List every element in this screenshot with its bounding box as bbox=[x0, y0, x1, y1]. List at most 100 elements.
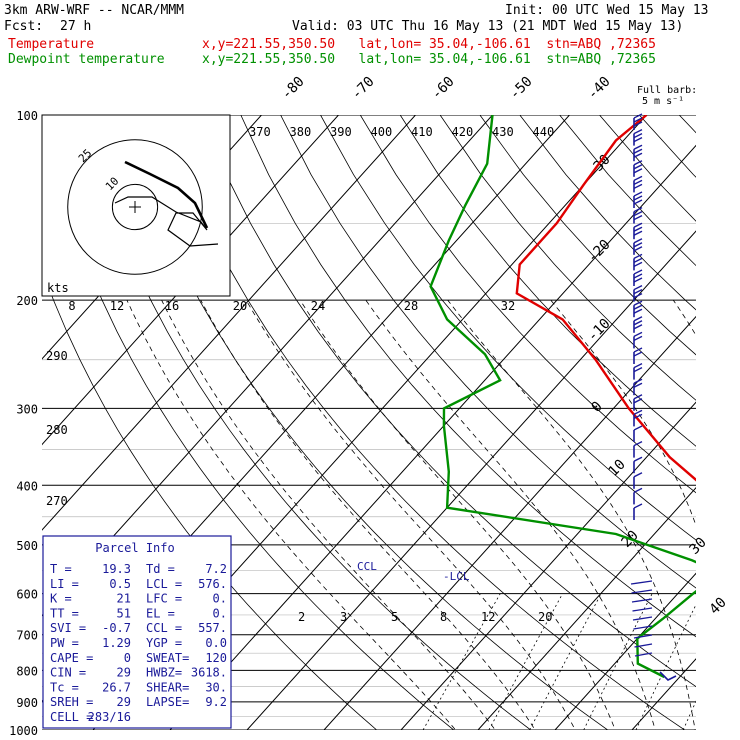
parcel-info-box: Parcel Info T = 19.3 Td = 7.2 LI = 0.5 LCL = 576… bbox=[42, 535, 232, 729]
parcel-value: 0. bbox=[213, 592, 227, 606]
parcel-label: LFC = bbox=[146, 592, 182, 606]
moist-adiabat-25 bbox=[550, 299, 696, 527]
hodo-speed-label-20: 20 bbox=[233, 299, 247, 313]
pressure-label-1000: 1000 bbox=[9, 724, 38, 738]
wind-barb-flag bbox=[633, 378, 643, 384]
parcel-label: HWBZ= bbox=[146, 666, 182, 680]
dry-adiabat-260 bbox=[42, 115, 455, 730]
isotherm-label-11: 30 bbox=[687, 535, 710, 558]
parcel-label: K = bbox=[50, 592, 72, 606]
parcel-value: 30. bbox=[205, 680, 227, 694]
wind-barb-flag bbox=[633, 179, 643, 186]
isotherm-label-1: -70 bbox=[349, 74, 378, 103]
wind-barb-low bbox=[631, 589, 653, 594]
hodo-speed-label-24: 24 bbox=[311, 299, 325, 313]
dry-adiabat-270 bbox=[80, 115, 532, 730]
mixing-ratio-label-12: 12 bbox=[481, 610, 495, 624]
theta-label-380: 380 bbox=[290, 125, 312, 139]
mixing-ratio-8 bbox=[635, 603, 696, 730]
parcel-label: SWEAT= bbox=[146, 651, 189, 665]
wind-barb-flag bbox=[633, 210, 643, 217]
parcel-label: Td = bbox=[146, 562, 175, 576]
wind-barb-flag bbox=[633, 257, 643, 264]
pressure-label-500: 500 bbox=[16, 539, 38, 553]
wind-barb-flag bbox=[633, 238, 643, 244]
hodograph-box bbox=[41, 114, 231, 297]
pressure-label-200: 200 bbox=[16, 294, 38, 308]
parcel-label: TT = bbox=[50, 606, 79, 620]
parcel-value: 0.0 bbox=[205, 636, 227, 650]
wind-barb-low bbox=[633, 634, 653, 639]
wind-barb-flag bbox=[633, 288, 643, 295]
wind-barb-flag bbox=[633, 284, 643, 291]
wind-barb-flag bbox=[633, 362, 643, 369]
wind-barb-flag bbox=[633, 409, 643, 416]
moist-adiabat-30 bbox=[672, 299, 696, 337]
parcel-value: 3618. bbox=[191, 666, 227, 680]
wind-barbs: Full barb:5 m s⁻¹ bbox=[630, 85, 697, 681]
pressure-label-900: 900 bbox=[16, 696, 38, 710]
wind-barb-low bbox=[632, 616, 653, 621]
hodo-speed-label-12: 12 bbox=[110, 299, 124, 313]
isotherm--90 bbox=[42, 115, 416, 531]
dry-adiabat-300 bbox=[200, 115, 696, 688]
mixing-ratio-12 bbox=[682, 700, 696, 730]
dry-adiabat-320 bbox=[280, 115, 696, 589]
wind-barb-flag bbox=[633, 425, 643, 431]
dry-adiabat-420 bbox=[678, 115, 696, 134]
parcel-value: 576. bbox=[198, 577, 227, 591]
wind-barb-flag bbox=[633, 136, 643, 143]
mixing-ratio-label-2: 2 bbox=[298, 610, 305, 624]
hodo-speed-label-28: 28 bbox=[404, 299, 418, 313]
isotherm--30 bbox=[323, 315, 696, 730]
wind-barb-flag bbox=[633, 222, 643, 228]
wind-barb-flag bbox=[633, 148, 643, 154]
diagram-grid bbox=[42, 115, 740, 740]
wind-barb-flag bbox=[633, 113, 643, 119]
wind-barb-surface bbox=[659, 671, 677, 681]
pressure-label-100: 100 bbox=[16, 109, 38, 123]
hodo-units: kts bbox=[47, 281, 69, 295]
isotherm-label-0: -80 bbox=[279, 74, 308, 103]
wind-barb-flag bbox=[633, 226, 643, 232]
wind-barb-flag bbox=[633, 440, 643, 447]
wind-barb-flag bbox=[633, 335, 643, 342]
isotherm-label-7: -10 bbox=[585, 316, 614, 345]
forecast-hour: 27 h bbox=[60, 19, 92, 34]
hodograph-track-low bbox=[114, 196, 219, 247]
wind-barb-flag bbox=[633, 132, 643, 139]
parcel-label: CIN = bbox=[50, 666, 86, 680]
wind-barb-flag bbox=[633, 191, 643, 197]
wind-barb-flag bbox=[633, 472, 643, 478]
parcel-value: 29 bbox=[117, 695, 131, 709]
wind-barb-flag bbox=[633, 168, 643, 174]
parcel-value: 0. bbox=[213, 606, 227, 620]
wind-barb-flag bbox=[633, 261, 643, 268]
parcel-label: CAPE = bbox=[50, 651, 93, 665]
isotherm--20 bbox=[400, 401, 696, 730]
parcel-label: CCL = bbox=[146, 621, 182, 635]
isotherm-10 bbox=[631, 658, 696, 730]
hodo-ring-10 bbox=[111, 183, 159, 231]
barb-key-value: 5 m s⁻¹ bbox=[642, 96, 684, 107]
isotherm-label-6: -20 bbox=[585, 237, 614, 266]
wind-barb-flag bbox=[633, 487, 643, 494]
wind-barb-flag bbox=[633, 300, 643, 306]
isotherm-20 bbox=[709, 115, 740, 730]
mixing-ratio-3 bbox=[529, 593, 602, 730]
wind-barb-flag bbox=[633, 214, 643, 221]
wind-barb-flag bbox=[633, 347, 643, 353]
hodograph-track-high bbox=[124, 160, 209, 229]
parcel-value: 51 bbox=[117, 606, 131, 620]
theta-label-370: 370 bbox=[249, 125, 271, 139]
theta-label-430: 430 bbox=[492, 125, 514, 139]
parcel-value: 557. bbox=[198, 621, 227, 635]
parcel-label: LAPSE= bbox=[146, 695, 189, 709]
hodo-speed-label-16: 16 bbox=[165, 299, 179, 313]
dry-adiabat-430 bbox=[719, 115, 740, 740]
parcel-label: CELL = bbox=[50, 710, 93, 724]
moist-adiabat-20 bbox=[447, 299, 696, 730]
wind-barb-flag bbox=[633, 331, 643, 338]
dry-adiabat-360 bbox=[439, 115, 696, 401]
wind-barb-flag bbox=[633, 366, 643, 373]
